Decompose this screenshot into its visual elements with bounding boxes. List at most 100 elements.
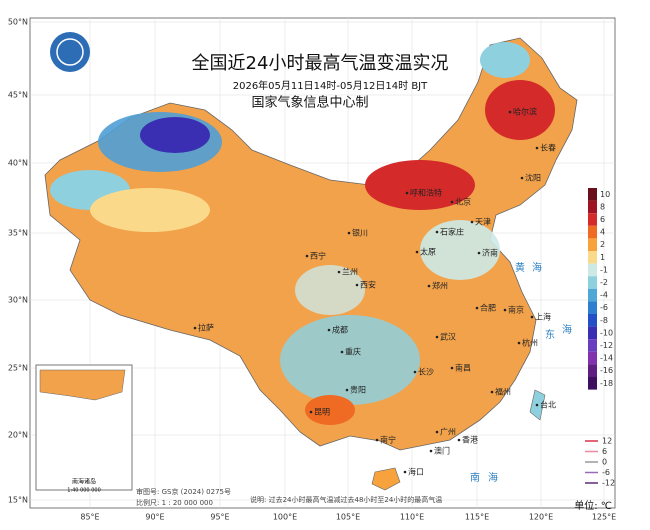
warm-area [305,395,355,425]
legend-line-label: -12 [602,479,615,488]
city-dot [450,366,454,370]
legend-swatch [588,314,597,327]
city-label: 武汉 [440,332,456,342]
agency: 国家气象信息中心制 [251,95,368,111]
legend-swatch [588,200,597,214]
city-label: 昆明 [314,408,330,417]
legend-swatch [588,351,597,365]
lon-label: 110°E [400,513,424,522]
city-dot [535,403,539,407]
scale: 比例尺: 1 : 20 000 000 [136,498,213,507]
approval: 审图号: GS京 (2024) 0275号 [136,487,231,496]
city-dot [193,326,197,330]
logo [56,38,84,66]
city-label: 济南 [482,248,498,258]
city-dot [477,251,481,255]
legend-line-label: 6 [602,447,607,456]
city-label: 海口 [408,467,424,477]
lon-label: 90°E [145,513,164,522]
legend-swatch [588,288,597,302]
cool-area [480,42,530,78]
legend-label: 2 [600,240,605,249]
city-label: 兰州 [342,267,358,277]
lat-label: 30°N [8,296,28,305]
city-dot [435,430,439,434]
lon-label: 85°E [80,513,99,522]
period: 2026年05月11日14时-05月12日14时 BJT [233,79,428,92]
city-label: 上海 [535,312,551,322]
city-dot [413,370,417,374]
city-dot [429,449,433,453]
city-dot [508,110,512,114]
legend-swatch [588,301,597,314]
legend-label: -1 [600,265,608,274]
lat-label: 45°N [8,91,28,100]
city-label: 台北 [540,400,556,410]
legend-swatch [588,339,597,352]
logo [50,32,90,72]
lon-label: 95°E [210,513,229,522]
city-label: 南昌 [455,363,471,373]
city-label: 太原 [420,247,436,257]
lat-label: 35°N [8,229,28,238]
city-label: 西安 [360,280,376,290]
mild-area [420,220,500,280]
warm-area [365,160,475,210]
city-dot [450,200,454,204]
city-dot [355,283,359,287]
city-dot [345,388,349,392]
lon-label: 100°E [273,513,297,522]
sea-label: 南 [470,471,480,484]
legend-label: 4 [600,228,605,237]
legend-label: -6 [600,303,608,312]
legend-label: -16 [600,366,613,375]
city-dot [375,438,379,442]
city-label: 长春 [540,143,556,153]
legend-label: -18 [600,379,613,388]
city-label: 郑州 [432,281,448,291]
lat-label: 50°N [8,18,28,27]
sea-label: 东 [545,328,555,341]
lon-label: 125°E [592,513,616,522]
legend-swatch [588,251,597,264]
city-label: 沈阳 [525,173,541,183]
city-dot [327,328,331,332]
city-dot [405,191,409,195]
legend-line-label: 12 [602,437,612,446]
city-label: 南宁 [380,435,396,445]
city-dot [305,254,309,258]
city-label: 西宁 [310,251,326,261]
city-dot [415,250,419,254]
unit: 单位: ℃ [574,499,612,512]
mild-area [295,265,365,315]
legend-label: 1 [600,253,605,262]
note: 说明: 过去24小时最高气温减过去48小时至24小时的最高气温 [250,495,442,504]
legend-swatch [588,225,597,239]
legend-swatch [588,188,597,201]
city-dot [427,284,431,288]
sea-label: 海 [532,261,542,274]
warm-area [485,80,555,140]
city-dot [347,231,351,235]
legend-line-label: -6 [602,468,610,477]
legend-label: -10 [600,328,613,337]
city-label: 澳门 [434,446,450,456]
city-dot [340,350,344,354]
lat-label: 40°N [8,159,28,168]
lat-label: 15°N [8,496,28,505]
legend-line-label: 0 [602,458,607,467]
city-dot [309,410,313,414]
inset-scale: 1:40 000 000 [67,488,101,494]
legend-swatch [588,326,597,340]
city-label: 长沙 [418,367,434,377]
legend-label: 8 [600,202,605,211]
city-label: 天津 [475,217,491,227]
legend-label: -12 [600,341,613,350]
lon-label: 105°E [336,513,360,522]
cold-area [140,117,210,153]
legend-swatch [588,263,597,277]
sea-label: 海 [562,323,572,336]
sea-label: 海 [488,471,498,484]
legend-label: -8 [600,316,608,325]
